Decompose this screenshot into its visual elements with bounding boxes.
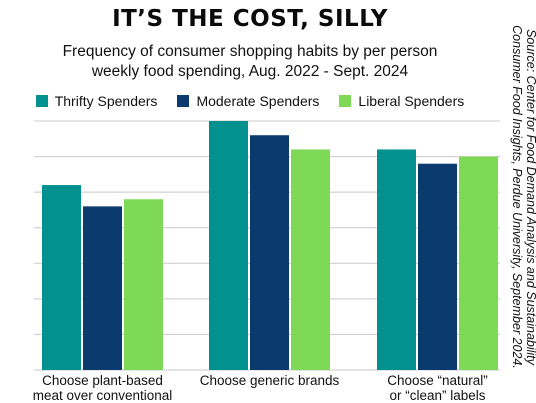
legend-item-thrifty: Thrifty Spenders [35,93,158,109]
legend-swatch-moderate [177,95,190,107]
x-tick-label: Choose generic brands [190,373,350,388]
x-tick-label-line: Choose plant-based [42,373,163,388]
legend-label-moderate: Moderate Spenders [196,93,320,109]
x-tick-label-line: or “clean” labels [389,388,486,403]
bar-moderate-spenders-0 [83,206,122,370]
bar-moderate-spenders-2 [418,163,457,370]
bar-liberal-spenders-1 [291,149,330,370]
source-line-2: Consumer Food Insights, Perdue Universit… [510,25,524,369]
bar-moderate-spenders-1 [250,135,289,370]
subtitle-line-1: Frequency of consumer shopping habits by… [62,43,438,60]
source-line-1: Source: Center for Food Demand Analysis … [524,29,536,365]
x-tick-label: Choose plant-based meat over conventional [23,373,183,403]
x-tick-label-line: Choose “natural” [387,373,488,388]
x-tick-label-line: Choose generic brands [199,373,340,388]
legend-label-liberal: Liberal Spenders [358,93,465,109]
legend-label-thrifty: Thrifty Spenders [54,93,158,109]
bar-thrifty-spenders-0 [42,185,81,370]
bar-thrifty-spenders-1 [209,121,248,370]
x-tick-label-line: meat over conventional [32,388,173,403]
legend-item-moderate: Moderate Spenders [177,93,319,109]
subtitle-line-2: weekly food spending, Aug. 2022 - Sept. … [91,63,409,80]
chart-title: IT’S THE COST, SILLY [112,6,388,32]
bar-thrifty-spenders-2 [377,149,416,370]
x-tick-label: Choose “natural” or “clean” labels [358,373,518,403]
chart-subtitle: Frequency of consumer shopping habits by… [0,42,500,82]
source-note: Source: Center for Food Demand Analysis … [510,8,536,386]
legend-swatch-thrifty [35,95,48,107]
legend-swatch-liberal [339,95,352,107]
legend-item-liberal: Liberal Spenders [339,93,464,109]
bar-liberal-spenders-2 [459,156,498,370]
bar-liberal-spenders-0 [124,199,163,370]
legend: Thrifty Spenders Moderate Spenders Liber… [0,93,500,109]
